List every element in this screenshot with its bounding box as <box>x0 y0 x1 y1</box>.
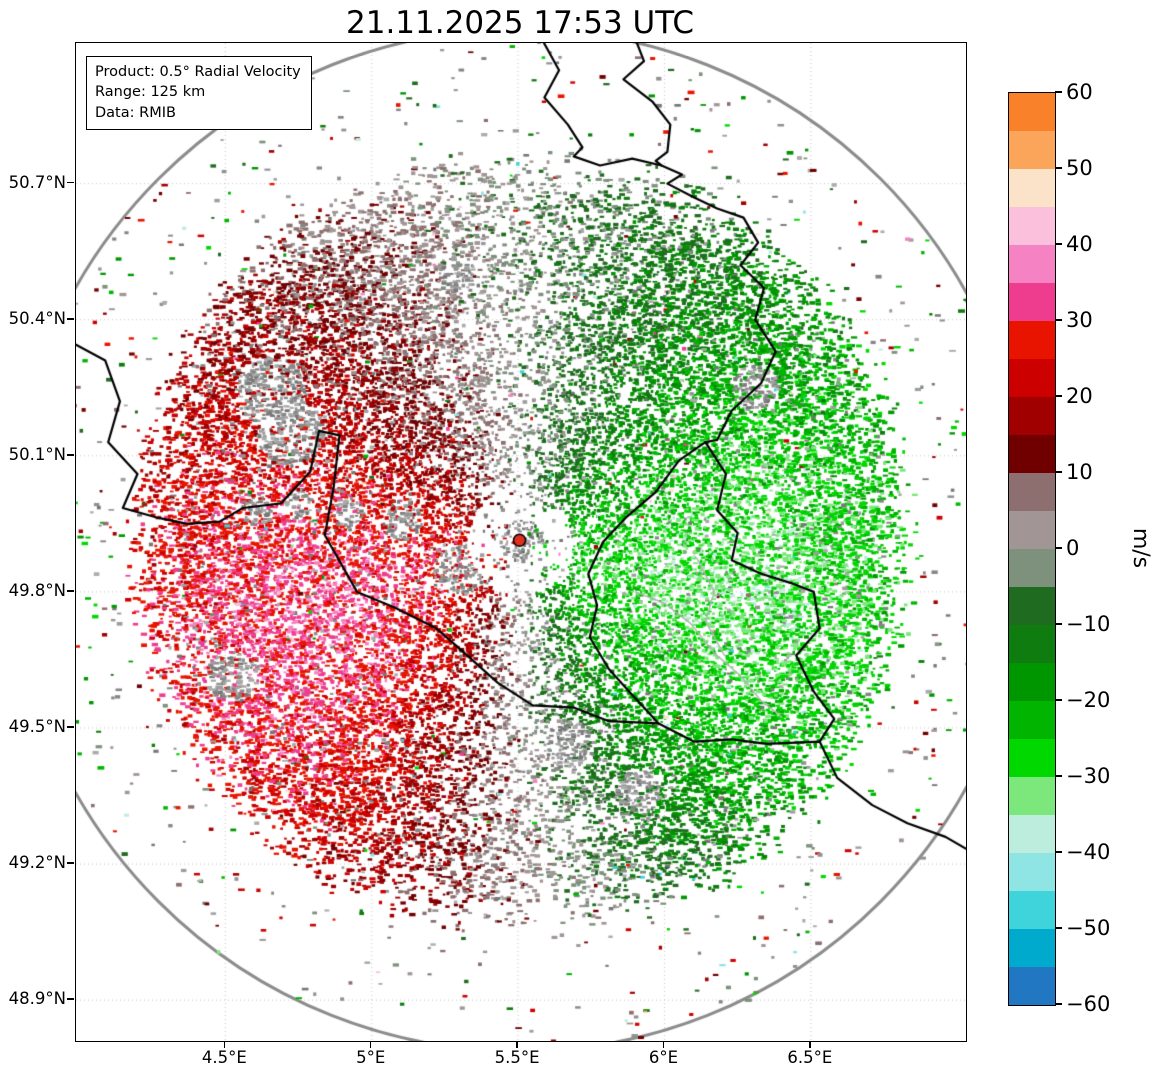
colorbar-segment <box>1009 853 1055 891</box>
colorbar-segment <box>1009 321 1055 359</box>
colorbar-tick-mark <box>1055 167 1062 169</box>
colorbar-segment <box>1009 473 1055 511</box>
colorbar-segment <box>1009 131 1055 169</box>
lat-tick-mark <box>67 862 74 864</box>
lon-tick-mark <box>223 1041 226 1048</box>
product-info-box: Product: 0.5° Radial Velocity Range: 125… <box>86 56 312 130</box>
colorbar-segment <box>1009 207 1055 245</box>
colorbar-segment <box>1009 663 1055 701</box>
lon-tick-mark <box>809 1041 811 1048</box>
colorbar-segment <box>1009 511 1055 549</box>
radar-ppi-canvas <box>76 43 966 1041</box>
colorbar-tick-label: 0 <box>1066 536 1080 560</box>
colorbar-tick-label: −60 <box>1066 992 1111 1016</box>
colorbar-segment <box>1009 891 1055 929</box>
colorbar-tick-mark <box>1055 775 1062 777</box>
lat-tick-label: 48.9°N <box>8 989 66 1009</box>
colorbar-segment <box>1009 169 1055 207</box>
lon-tick-mark <box>516 1041 518 1048</box>
colorbar-tick-label: −40 <box>1066 840 1111 864</box>
lat-tick-label: 49.2°N <box>8 853 66 873</box>
colorbar-tick-label: −20 <box>1066 688 1111 712</box>
colorbar-tick-mark <box>1055 91 1062 93</box>
lon-tick-label: 6.5°E <box>787 1048 833 1067</box>
range-line: Range: 125 km <box>95 84 206 101</box>
colorbar-tick-mark <box>1055 243 1062 245</box>
colorbar-tick-label: 60 <box>1066 80 1093 104</box>
lat-tick-mark <box>67 317 74 320</box>
lat-tick-mark <box>67 726 74 728</box>
lat-tick-mark <box>67 454 74 456</box>
colorbar-segment <box>1009 549 1055 587</box>
lon-tick-label: 5°E <box>356 1048 386 1067</box>
colorbar-segment <box>1009 359 1055 397</box>
colorbar-tick-mark <box>1055 395 1062 397</box>
colorbar-segment <box>1009 967 1055 1005</box>
colorbar-segment <box>1009 435 1055 473</box>
colorbar-tick-label: −10 <box>1066 612 1111 636</box>
lat-tick-label: 50.1°N <box>8 444 66 464</box>
lon-tick-label: 4.5°E <box>201 1048 247 1067</box>
lon-tick-label: 5.5°E <box>494 1048 540 1067</box>
map-plot-area: Product: 0.5° Radial Velocity Range: 125… <box>75 42 967 1042</box>
colorbar-segment <box>1009 587 1055 625</box>
data-source-line: Data: RMIB <box>95 104 176 121</box>
lon-tick-mark <box>662 1041 665 1048</box>
colorbar-tick-mark <box>1055 547 1062 549</box>
colorbar-segment <box>1009 283 1055 321</box>
lat-tick-label: 50.7°N <box>8 172 66 192</box>
product-line: Product: 0.5° Radial Velocity <box>95 64 301 80</box>
colorbar <box>1008 92 1056 1006</box>
colorbar-segment <box>1009 739 1055 777</box>
lat-tick-mark <box>67 590 74 592</box>
colorbar-segment <box>1009 625 1055 663</box>
colorbar-units-label: m/s <box>1128 527 1153 569</box>
colorbar-tick-mark <box>1055 471 1062 473</box>
page-title: 21.11.2025 17:53 UTC <box>346 5 694 41</box>
lat-tick-mark <box>67 181 74 184</box>
lat-tick-label: 49.5°N <box>8 716 66 736</box>
colorbar-tick-mark <box>1055 623 1062 625</box>
colorbar-segment <box>1009 245 1055 283</box>
colorbar-segment <box>1009 929 1055 967</box>
colorbar-segment <box>1009 397 1055 435</box>
colorbar-tick-mark <box>1055 851 1062 853</box>
colorbar-tick-label: 40 <box>1066 232 1093 256</box>
lat-tick-mark <box>67 998 74 1000</box>
colorbar-tick-mark <box>1055 1003 1062 1005</box>
colorbar-tick-mark <box>1055 319 1062 321</box>
colorbar-tick-label: −30 <box>1066 764 1111 788</box>
colorbar-tick-mark <box>1055 927 1062 929</box>
colorbar-tick-label: 50 <box>1066 156 1093 180</box>
colorbar-segment <box>1009 815 1055 853</box>
lon-tick-mark <box>369 1041 372 1048</box>
lon-tick-label: 6°E <box>648 1048 679 1067</box>
colorbar-tick-label: 10 <box>1066 460 1093 484</box>
colorbar-segment <box>1009 777 1055 815</box>
colorbar-segment <box>1009 93 1055 131</box>
lat-tick-label: 49.8°N <box>8 580 66 600</box>
colorbar-tick-label: −50 <box>1066 916 1111 940</box>
colorbar-tick-label: 30 <box>1066 308 1093 332</box>
colorbar-tick-label: 20 <box>1066 384 1093 408</box>
lat-tick-label: 50.4°N <box>8 308 66 328</box>
colorbar-tick-mark <box>1055 699 1062 701</box>
colorbar-segment <box>1009 701 1055 739</box>
